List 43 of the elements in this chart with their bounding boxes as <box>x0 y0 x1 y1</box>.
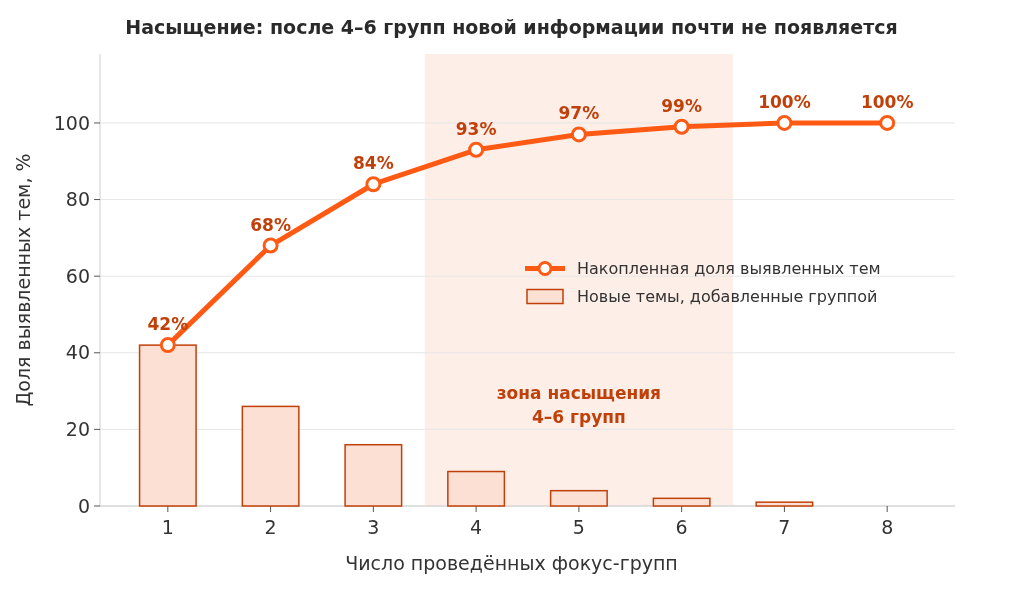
point <box>570 126 587 143</box>
point <box>365 176 382 193</box>
point <box>673 118 690 135</box>
x-tick-label: 2 <box>264 516 277 538</box>
point <box>776 114 793 131</box>
y-axis-title: Доля выявленных тем, % <box>12 153 34 407</box>
x-tick-label: 5 <box>572 516 585 538</box>
bar <box>138 344 197 507</box>
x-tick-label: 7 <box>778 516 791 538</box>
band-label: зона насыщения 4–6 групп <box>496 382 662 427</box>
legend-label: Накопленная доля выявленных тем <box>577 259 881 279</box>
y-tick-label: 20 <box>65 418 90 441</box>
data-label: 68% <box>250 214 291 235</box>
data-label: 93% <box>455 118 497 139</box>
legend-label: Новые темы, добавленные группой <box>577 287 878 307</box>
bar <box>241 405 300 507</box>
data-label: 84% <box>353 153 394 174</box>
y-tick-label: 0 <box>77 494 90 517</box>
x-tick-label: 8 <box>881 516 894 538</box>
x-tick-label: 1 <box>161 516 174 538</box>
y-tick-label: 40 <box>65 341 90 364</box>
data-label: 99% <box>661 95 702 116</box>
data-label: 100% <box>758 91 811 112</box>
x-tick-label: 4 <box>470 516 483 538</box>
chart-title: Насыщение: после 4–6 групп новой информации почти не появляется <box>125 16 898 38</box>
data-label: 100% <box>860 91 914 112</box>
x-tick-label: 6 <box>675 516 688 538</box>
bar <box>549 489 608 507</box>
point <box>262 237 279 254</box>
bar <box>755 501 814 507</box>
point <box>159 337 176 354</box>
x-tick-label: 3 <box>367 516 380 538</box>
y-tick-label: 60 <box>65 264 90 287</box>
y-tick-label: 100 <box>53 111 90 134</box>
y-tick-label: 80 <box>65 188 90 211</box>
point <box>879 114 896 131</box>
bar <box>652 497 711 507</box>
point <box>468 141 485 158</box>
x-axis-title: Число проведённых фокус-групп <box>345 552 678 574</box>
bar <box>344 443 403 507</box>
data-label: 42% <box>147 314 189 335</box>
data-label: 97% <box>558 103 600 124</box>
bar <box>447 470 506 507</box>
